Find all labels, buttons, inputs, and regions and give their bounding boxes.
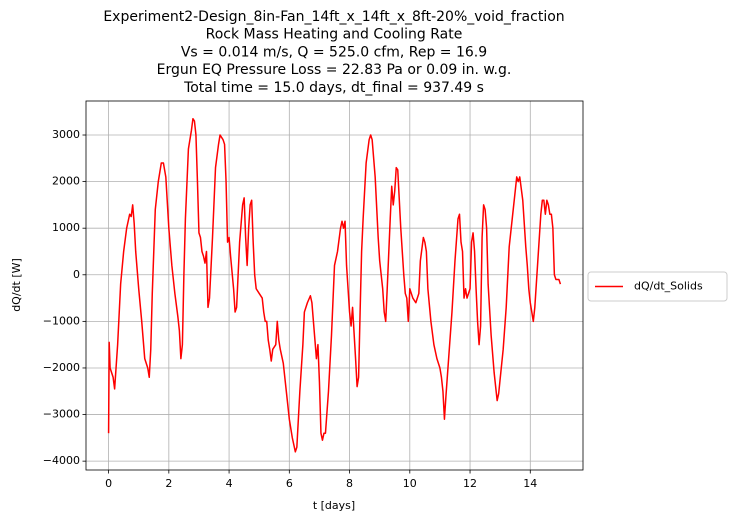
legend-label: dQ/dt_Solids bbox=[634, 280, 703, 293]
y-tick-label: 1000 bbox=[52, 221, 80, 234]
x-tick-label: 2 bbox=[165, 477, 172, 490]
y-axis-label: dQ/dt [W] bbox=[10, 258, 23, 312]
chart-title: Ergun EQ Pressure Loss = 22.83 Pa or 0.0… bbox=[157, 62, 512, 78]
y-tick-label: −3000 bbox=[43, 408, 80, 421]
y-tick-label: −4000 bbox=[43, 454, 80, 467]
legend-box bbox=[587, 271, 728, 302]
chart-title: Experiment2-Design_8in-Fan_14ft_x_14ft_x… bbox=[103, 9, 564, 25]
y-tick-label: −2000 bbox=[43, 361, 80, 374]
x-tick-label: 10 bbox=[403, 477, 417, 490]
x-axis-label: t [days] bbox=[313, 499, 355, 512]
chart-title: Vs = 0.014 m/s, Q = 525.0 cfm, Rep = 16.… bbox=[181, 44, 487, 60]
plot-frame bbox=[85, 100, 584, 471]
x-tick-label: 8 bbox=[346, 477, 353, 490]
x-tick-label: 0 bbox=[105, 477, 112, 490]
x-tick-label: 6 bbox=[286, 477, 293, 490]
x-tick-label: 4 bbox=[226, 477, 233, 490]
title-block: Experiment2-Design_8in-Fan_14ft_x_14ft_x… bbox=[103, 9, 564, 96]
chart-title: Total time = 15.0 days, dt_final = 937.4… bbox=[183, 80, 484, 96]
chart-title: Rock Mass Heating and Cooling Rate bbox=[206, 27, 463, 43]
data-line bbox=[107, 117, 562, 453]
x-tick-label: 12 bbox=[463, 477, 477, 490]
y-tick-label: 0 bbox=[73, 268, 80, 281]
y-tick-label: 3000 bbox=[52, 128, 80, 141]
x-tick-label: 14 bbox=[523, 477, 537, 490]
y-tick-label: 2000 bbox=[52, 175, 80, 188]
y-tick-label: −1000 bbox=[43, 314, 80, 327]
